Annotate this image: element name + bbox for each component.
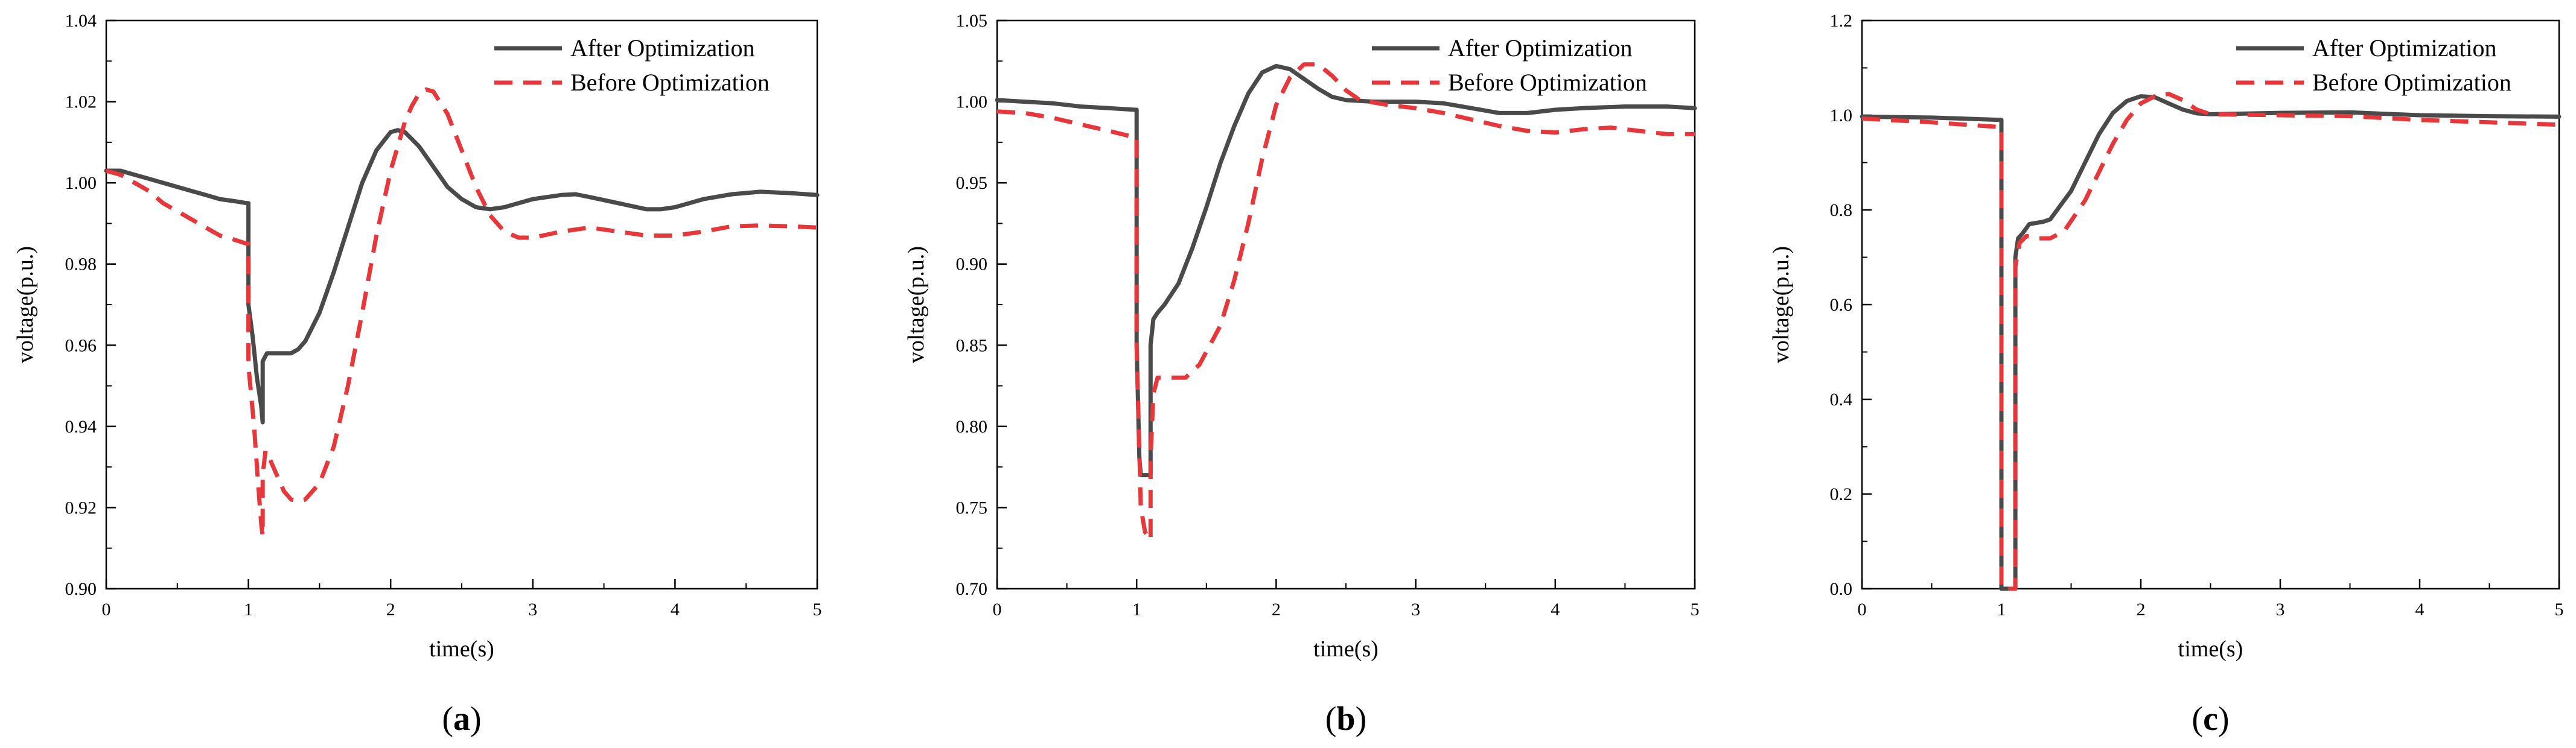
x-tick-label: 1 — [1132, 600, 1141, 620]
series-line-after-optimization — [104, 128, 820, 425]
y-tick-label: 0.98 — [65, 255, 97, 274]
series-line-after-optimization — [1860, 94, 2562, 591]
y-tick-label: 0.92 — [65, 498, 97, 518]
x-tick-label: 4 — [2415, 600, 2425, 620]
y-tick-label: 1.00 — [956, 92, 988, 112]
panel-caption: (b) — [1325, 700, 1366, 738]
panel-c: 0 1 2 3 4 5 0.0 0.2 0.4 0.6 0.8 1.0 1.2 time(s) voltag… — [1768, 11, 2564, 738]
y-tick-label: 0.80 — [956, 417, 988, 437]
x-tick-label: 3 — [1411, 600, 1420, 620]
x-tick-label: 4 — [1551, 600, 1560, 620]
panel-caption: (a) — [442, 700, 481, 738]
legend-label: After Optimization — [570, 34, 754, 62]
y-tick-label: 0.95 — [956, 173, 988, 193]
y-tick-label: 0.70 — [956, 579, 988, 599]
x-tick-label: 2 — [386, 600, 395, 620]
y-tick-label: 0.90 — [65, 579, 97, 599]
series-line-after-optimization — [995, 63, 1697, 478]
y-tick-label: 0.8 — [1830, 200, 1853, 220]
x-tick-label: 3 — [2276, 600, 2285, 620]
y-tick-label: 0.75 — [956, 498, 988, 518]
x-tick-label: 0 — [1858, 600, 1867, 620]
x-tick-label: 1 — [1997, 600, 2006, 620]
y-tick-label: 1.2 — [1830, 11, 1853, 31]
y-tick-label: 1.0 — [1830, 106, 1853, 125]
legend-label: After Optimization — [1448, 34, 1632, 62]
legend-label: Before Optimization — [570, 69, 770, 96]
y-tick-label: 0.94 — [65, 417, 97, 437]
x-tick-label: 5 — [1691, 600, 1700, 620]
series-line-before-optimization — [1861, 92, 2560, 591]
y-tick-label: 0.0 — [1830, 579, 1853, 599]
panel-a: 0 1 2 3 4 5 0.90 0.92 0.94 0.96 0.98 1.00 1.02 1.04 ti… — [13, 11, 822, 738]
x-tick-label: 5 — [2555, 600, 2564, 620]
series-line-before-optimization — [996, 62, 1695, 542]
x-axis-title: time(s) — [429, 636, 494, 662]
y-tick-label: 1.05 — [956, 11, 988, 31]
legend-label: After Optimization — [2312, 34, 2496, 62]
panel-b: 0 1 2 3 4 5 0.70 0.75 0.80 0.85 0.90 0.95 1.00 1.05 ti… — [904, 11, 1700, 738]
x-tick-label: 1 — [244, 600, 253, 620]
y-tick-label: 0.90 — [956, 255, 988, 274]
y-tick-label: 1.04 — [65, 11, 97, 31]
y-tick-label: 0.85 — [956, 335, 988, 355]
legend-label: Before Optimization — [1448, 69, 1647, 96]
y-tick-label: 1.02 — [65, 92, 97, 112]
x-tick-label: 2 — [1272, 600, 1281, 620]
y-axis-title: voltage(p.u.) — [904, 246, 929, 363]
x-tick-label: 5 — [813, 600, 822, 620]
x-tick-label: 0 — [993, 600, 1002, 620]
x-tick-label: 2 — [2137, 600, 2146, 620]
x-tick-label: 4 — [671, 600, 680, 620]
x-tick-label: 3 — [528, 600, 537, 620]
y-tick-label: 0.96 — [65, 335, 97, 355]
y-tick-label: 0.6 — [1830, 295, 1853, 315]
legend-label: Before Optimization — [2312, 69, 2511, 96]
plot-frame — [1861, 19, 2560, 590]
panel-caption: (c) — [2192, 700, 2229, 738]
plot-frame — [105, 19, 818, 590]
x-tick-label: 0 — [102, 600, 111, 620]
y-axis-title: voltage(p.u.) — [13, 246, 38, 363]
y-tick-label: 1.00 — [65, 173, 97, 193]
x-axis-title: time(s) — [2178, 636, 2243, 662]
x-axis-title: time(s) — [1313, 636, 1379, 662]
series-line-before-optimization — [106, 87, 818, 538]
y-tick-label: 0.4 — [1830, 390, 1853, 410]
y-tick-label: 0.2 — [1830, 484, 1853, 504]
y-axis-title: voltage(p.u.) — [1768, 246, 1794, 363]
